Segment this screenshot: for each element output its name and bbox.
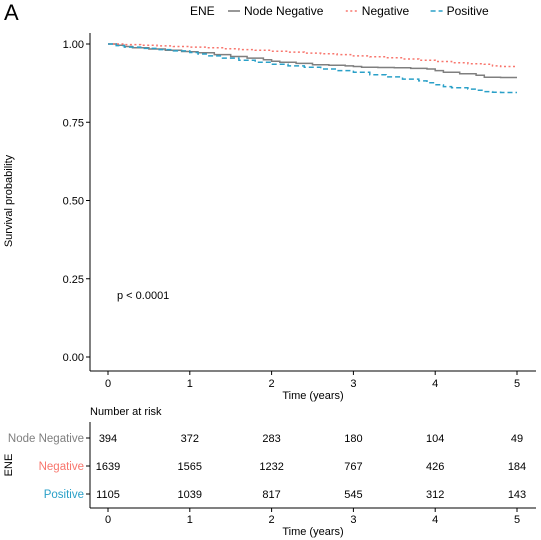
survival-curve-positive (108, 43, 517, 94)
risk-cell: 49 (511, 433, 523, 445)
y-axis-title: Survival probability (3, 154, 15, 247)
x-tick-label: 4 (432, 378, 438, 390)
risk-cell: 1565 (178, 461, 202, 473)
risk-cell: 143 (508, 489, 526, 501)
x-ticks: 0 1 2 3 4 5 (105, 371, 520, 390)
risk-row-label: Negative (39, 461, 84, 473)
risk-cell: 283 (262, 433, 280, 445)
legend: ENE Node Negative Negative Positive (190, 4, 489, 18)
risk-row-label: Positive (44, 489, 84, 501)
risk-cell: 1039 (178, 489, 202, 501)
risk-cell: 1639 (96, 461, 120, 473)
legend-label-0: Node Negative (244, 4, 324, 18)
y-tick-label: 0.25 (63, 274, 84, 286)
x-tick-label: 3 (350, 378, 356, 390)
y-tick-label: 0.50 (63, 196, 84, 208)
risk-cell: 394 (99, 433, 117, 445)
y-ticks: 0.00 0.25 0.50 0.75 1.00 (63, 39, 90, 364)
risk-x-axis-title: Time (years) (282, 526, 343, 538)
risk-x-ticks: 0 1 2 3 4 5 (105, 508, 520, 526)
risk-cell: 372 (181, 433, 199, 445)
risk-cell: 545 (344, 489, 362, 501)
risk-cell: 767 (344, 461, 362, 473)
x-tick-label: 1 (187, 378, 193, 390)
risk-cell: 426 (426, 461, 444, 473)
risk-x-tick-label: 3 (350, 514, 356, 526)
y-tick-label: 0.00 (63, 352, 84, 364)
risk-cell: 1105 (96, 489, 120, 501)
risk-row-label: Node Negative (8, 433, 84, 445)
risk-table: Number at risk Node Negative 394 372 283 180… (3, 406, 536, 538)
survival-curves (108, 43, 517, 94)
risk-x-tick-label: 5 (514, 514, 520, 526)
risk-cell: 817 (262, 489, 280, 501)
risk-x-tick-label: 1 (187, 514, 193, 526)
survival-curve-negative (108, 43, 517, 68)
x-tick-label: 5 (514, 378, 520, 390)
risk-x-tick-label: 2 (269, 514, 275, 526)
risk-rows: Node Negative 394 372 283 180 104 49 Negative 16… (8, 433, 526, 501)
x-tick-label: 0 (105, 378, 111, 390)
risk-row-axis-title: ENE (3, 454, 15, 477)
legend-label-2: Positive (447, 4, 489, 18)
legend-label-1: Negative (362, 4, 410, 18)
survival-plot: 0.00 0.25 0.50 0.75 1.00 0 1 2 3 4 5 Survival pro… (3, 33, 536, 402)
risk-cell: 1232 (259, 461, 283, 473)
risk-x-tick-label: 4 (432, 514, 438, 526)
risk-cell: 180 (344, 433, 362, 445)
x-tick-label: 2 (269, 378, 275, 390)
y-tick-label: 1.00 (63, 39, 84, 51)
panel-label: A (4, 0, 19, 25)
legend-title: ENE (190, 4, 215, 18)
risk-cell: 104 (426, 433, 444, 445)
risk-table-title: Number at risk (90, 406, 162, 418)
p-value-annotation: p < 0.0001 (117, 290, 169, 302)
risk-x-tick-label: 0 (105, 514, 111, 526)
x-axis-title: Time (years) (282, 390, 343, 402)
risk-cell: 312 (426, 489, 444, 501)
risk-cell: 184 (508, 461, 526, 473)
y-tick-label: 0.75 (63, 117, 84, 129)
